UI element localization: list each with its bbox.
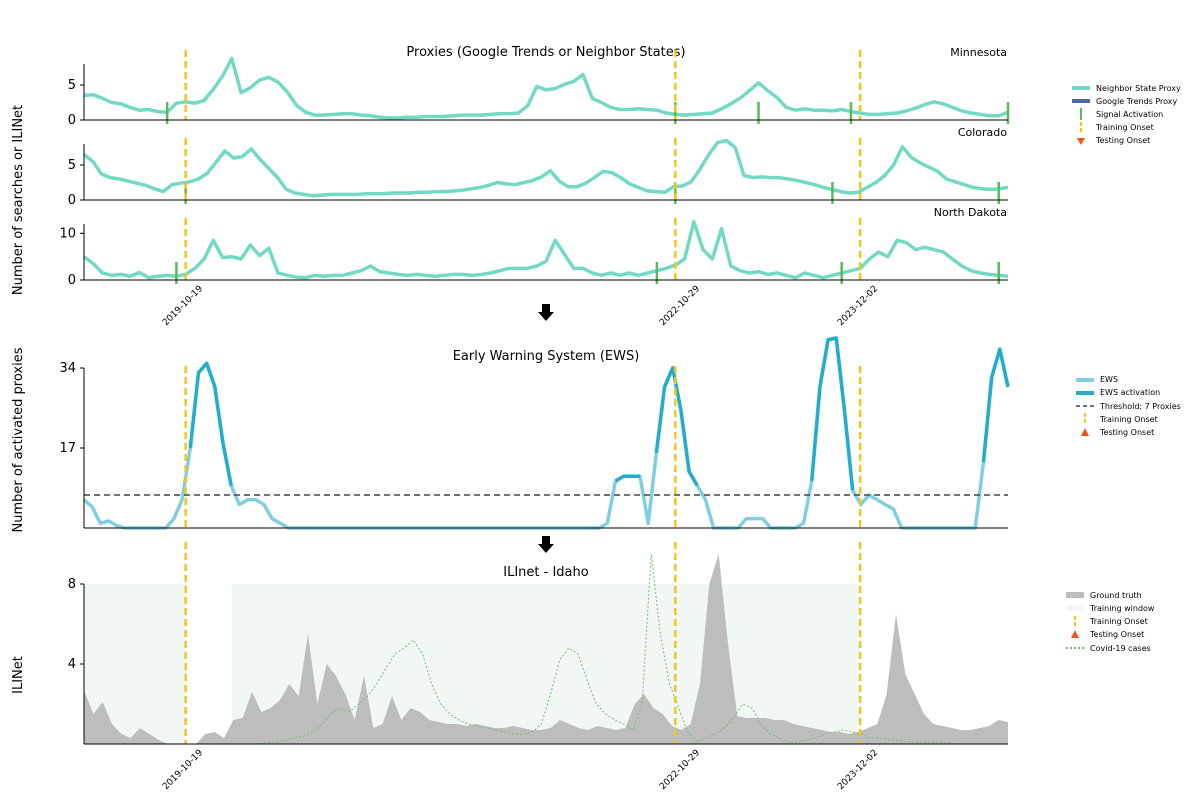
ews-legend: EWS EWS activation Threshold: 7 Proxies …	[1076, 375, 1181, 437]
legend-item: EWS	[1100, 375, 1118, 384]
ili-legend: Ground truth Training window Training On…	[1066, 591, 1155, 653]
ews-activation-line	[614, 474, 641, 483]
date-label: 2019-10-19	[161, 748, 205, 792]
y-tick-label: 34	[59, 361, 76, 376]
ews-activation-line	[810, 336, 855, 491]
y-tick-label: 0	[68, 113, 76, 128]
panel-1: 0 5 Colorado	[68, 126, 1009, 208]
y-tick-label: 8	[68, 577, 76, 592]
y-tick-label: 0	[68, 193, 76, 208]
state-label: Minnesota	[950, 46, 1007, 59]
date-label: 2023-12-02	[836, 284, 880, 328]
legend-item: Neighbor State Proxy	[1096, 84, 1181, 93]
legend-item: Covid-19 cases	[1090, 644, 1151, 653]
panel-4: 48	[68, 542, 1008, 745]
ews-activation-line	[981, 347, 1010, 463]
proxy-panel-title: Proxies (Google Trends or Neighbor State…	[406, 45, 685, 60]
date-label: 2019-10-19	[161, 284, 205, 328]
legend-item: Testing Onset	[1089, 630, 1144, 639]
legend-swatch	[1066, 605, 1084, 611]
legend-item: EWS activation	[1100, 388, 1160, 397]
ylabel-proxies: Number of searches or ILINet	[11, 105, 26, 295]
legend-item: Signal Activation	[1096, 110, 1163, 119]
y-tick-label: 4	[68, 657, 76, 672]
ylabel-ilinet: ILINet	[11, 656, 26, 694]
proxy-date-labels: 2019-10-19 2022-10-29 2023-12-02	[161, 284, 880, 328]
date-label: 2022-10-29	[658, 284, 702, 328]
proxy-legend: Neighbor State Proxy Google Trends Proxy…	[1072, 84, 1181, 145]
ground-truth-area	[84, 554, 1008, 744]
legend-item: Training Onset	[1099, 415, 1158, 424]
legend-item: Testing Onset	[1095, 136, 1150, 145]
ili-date-labels: 2019-10-19 2022-10-29 2023-12-02	[161, 748, 880, 792]
y-tick-label: 5	[68, 78, 76, 93]
date-label: 2022-10-29	[658, 748, 702, 792]
proxy-line	[82, 219, 1009, 280]
y-tick-label: 17	[59, 441, 76, 456]
state-label: Colorado	[958, 126, 1007, 139]
down-arrow-icon	[538, 536, 554, 553]
proxy-line	[82, 138, 1009, 198]
legend-item: Training window	[1089, 604, 1155, 613]
y-tick-label: 0	[68, 273, 76, 288]
y-tick-label: 10	[59, 226, 76, 241]
legend-swatch	[1066, 592, 1084, 598]
legend-item: Training Onset	[1095, 123, 1154, 132]
legend-swatch	[1077, 138, 1085, 145]
down-arrow-icon	[538, 304, 554, 321]
state-label: North Dakota	[934, 206, 1007, 219]
ylabel-ews: Number of activated proxies	[11, 347, 26, 532]
y-tick-label: 5	[68, 158, 76, 173]
panel-0: 0 5 Minnesota	[68, 46, 1010, 128]
legend-swatch	[1081, 428, 1089, 436]
legend-item: Training Onset	[1089, 617, 1148, 626]
ews-activation-line	[654, 366, 699, 487]
ews-activation-line	[188, 361, 233, 486]
legend-item: Google Trends Proxy	[1096, 97, 1178, 106]
legend-item: Ground truth	[1090, 591, 1142, 600]
ili-panel-title: ILInet - Idaho	[503, 565, 588, 580]
ews-panel-title: Early Warning System (EWS)	[453, 349, 640, 364]
date-label: 2023-12-02	[836, 748, 880, 792]
legend-item: Testing Onset	[1099, 428, 1154, 437]
proxy-line	[83, 56, 1009, 120]
legend-item: Threshold: 7 Proxies	[1099, 402, 1181, 411]
panel-2: 0 10 North Dakota	[59, 206, 1009, 288]
legend-swatch	[1071, 630, 1079, 638]
